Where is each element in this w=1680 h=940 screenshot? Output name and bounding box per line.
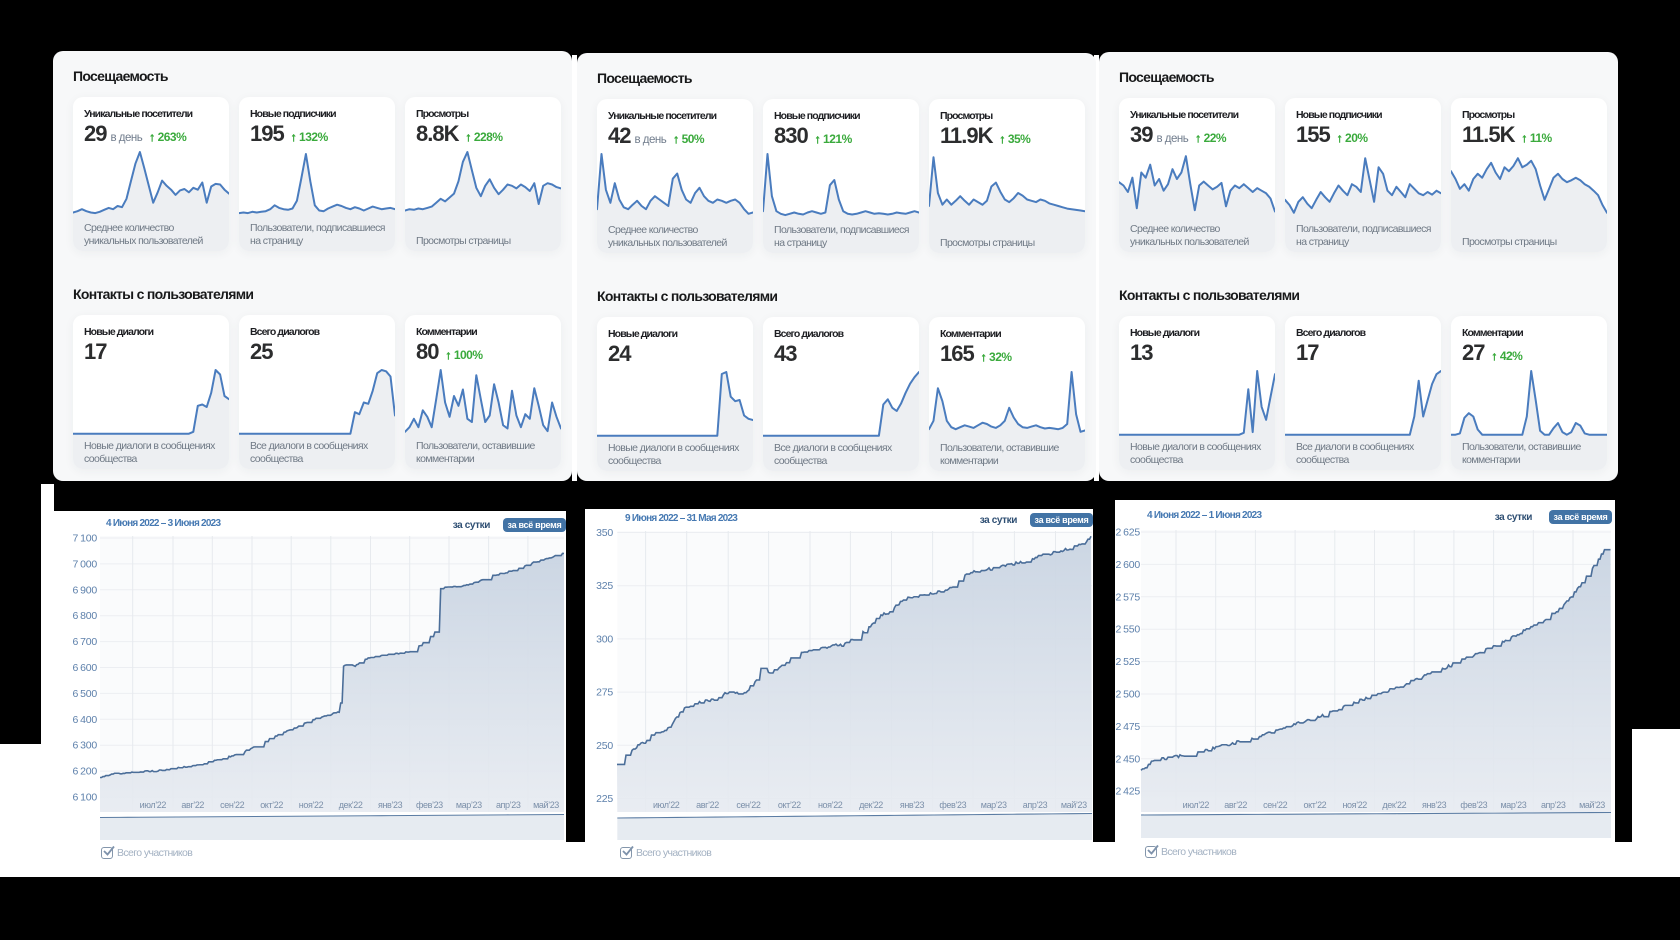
- svg-text:6 500: 6 500: [73, 688, 98, 700]
- svg-text:300: 300: [596, 633, 613, 645]
- svg-text:окт’22: окт’22: [1304, 800, 1327, 810]
- svg-text:июл’22: июл’22: [653, 800, 680, 810]
- svg-text:2 450: 2 450: [1116, 753, 1141, 765]
- svg-text:275: 275: [596, 687, 613, 699]
- svg-text:6 300: 6 300: [73, 740, 98, 752]
- svg-text:7 100: 7 100: [73, 533, 98, 545]
- svg-text:2 475: 2 475: [1116, 721, 1141, 733]
- svg-text:янв’23: янв’23: [378, 800, 403, 810]
- svg-text:2 500: 2 500: [1116, 689, 1141, 701]
- svg-text:апр’23: апр’23: [496, 800, 521, 810]
- svg-text:6 400: 6 400: [73, 714, 98, 726]
- svg-text:янв’23: янв’23: [1422, 800, 1447, 810]
- svg-text:фев’23: фев’23: [939, 800, 966, 810]
- svg-text:6 700: 6 700: [73, 636, 98, 648]
- svg-text:6 600: 6 600: [73, 662, 98, 674]
- svg-text:июл’22: июл’22: [140, 800, 167, 810]
- svg-text:350: 350: [596, 527, 613, 539]
- svg-text:сен’22: сен’22: [1263, 800, 1287, 810]
- svg-text:авг’22: авг’22: [181, 800, 204, 810]
- svg-text:сен’22: сен’22: [220, 800, 244, 810]
- svg-text:2 425: 2 425: [1116, 786, 1141, 798]
- svg-text:2 525: 2 525: [1116, 656, 1141, 668]
- svg-text:фев’23: фев’23: [1460, 800, 1487, 810]
- svg-text:ноя’22: ноя’22: [818, 800, 843, 810]
- svg-text:ноя’22: ноя’22: [299, 800, 324, 810]
- svg-text:250: 250: [596, 740, 613, 752]
- svg-text:сен’22: сен’22: [736, 800, 760, 810]
- svg-text:6 900: 6 900: [73, 584, 98, 596]
- svg-text:325: 325: [596, 580, 613, 592]
- svg-text:ноя’22: ноя’22: [1342, 800, 1367, 810]
- svg-text:2 600: 2 600: [1116, 559, 1141, 571]
- svg-text:225: 225: [596, 793, 613, 805]
- svg-text:2 625: 2 625: [1116, 527, 1141, 539]
- svg-text:авг’22: авг’22: [696, 800, 719, 810]
- svg-text:окт’22: окт’22: [260, 800, 283, 810]
- svg-text:май’23: май’23: [533, 800, 559, 810]
- svg-text:янв’23: янв’23: [900, 800, 925, 810]
- svg-text:мар’23: мар’23: [1500, 800, 1526, 810]
- svg-text:апр’23: апр’23: [1541, 800, 1566, 810]
- svg-text:6 100: 6 100: [73, 792, 98, 804]
- svg-text:мар’23: мар’23: [981, 800, 1007, 810]
- svg-text:2 575: 2 575: [1116, 591, 1141, 603]
- svg-text:7 000: 7 000: [73, 558, 98, 570]
- svg-text:дек’22: дек’22: [339, 800, 363, 810]
- svg-text:дек’22: дек’22: [1382, 800, 1406, 810]
- svg-text:авг’22: авг’22: [1224, 800, 1247, 810]
- svg-text:дек’22: дек’22: [859, 800, 883, 810]
- svg-text:окт’22: окт’22: [778, 800, 801, 810]
- svg-text:мар’23: мар’23: [456, 800, 482, 810]
- svg-text:6 200: 6 200: [73, 766, 98, 778]
- svg-text:2 550: 2 550: [1116, 624, 1141, 636]
- svg-text:май’23: май’23: [1061, 800, 1087, 810]
- svg-text:фев’23: фев’23: [416, 800, 443, 810]
- svg-text:6 800: 6 800: [73, 610, 98, 622]
- svg-text:июл’22: июл’22: [1183, 800, 1210, 810]
- svg-text:апр’23: апр’23: [1023, 800, 1048, 810]
- svg-text:май’23: май’23: [1579, 800, 1605, 810]
